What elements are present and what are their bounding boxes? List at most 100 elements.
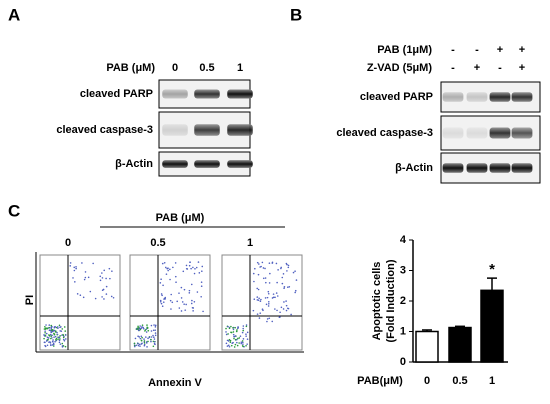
event [133,345,136,348]
event [154,332,157,334]
event [228,345,231,348]
event [169,299,172,302]
event [232,327,234,329]
header: PAB (μM) [156,212,205,224]
event [54,339,57,341]
event [279,311,281,314]
event [262,267,265,269]
event [56,331,58,334]
event [52,343,55,346]
event [75,267,77,270]
event [51,340,54,343]
row-label: cleaved PARP [80,88,153,100]
event [276,295,279,297]
event [272,296,275,299]
event [57,338,59,341]
event [48,326,51,329]
event [44,331,46,334]
event [154,334,157,337]
event [246,343,248,345]
event [137,344,140,347]
event [53,326,56,328]
event [43,335,46,337]
event [230,325,232,328]
event [287,264,290,267]
event [82,296,85,299]
event [200,295,202,298]
y-tick-label: 4 [400,234,407,246]
event [44,325,46,328]
event [145,336,147,338]
event [283,285,286,288]
event [50,324,53,327]
event [137,343,139,345]
event [280,266,283,269]
band [194,160,220,168]
event [159,300,162,303]
event [236,327,239,330]
event [101,289,104,292]
event [261,261,264,264]
event [265,281,267,284]
event [241,344,244,347]
event [294,289,297,292]
event [54,335,57,338]
event [150,330,153,332]
event [138,326,140,329]
event [133,342,136,345]
sign: + [497,44,503,56]
event [45,324,47,326]
event [174,262,177,264]
event [191,299,193,302]
event [264,277,267,279]
dose-label: 0 [65,237,71,249]
event [164,296,167,299]
event [229,339,232,342]
event [167,267,169,270]
event [281,276,284,279]
event [47,339,49,341]
event [52,345,55,347]
event [197,261,200,263]
event [181,301,184,303]
y-tick-label: 2 [400,295,406,307]
event [50,326,53,329]
event [161,262,164,265]
event [242,343,244,345]
y-tick-label: 0 [400,356,406,368]
event [193,300,196,303]
event [271,320,274,323]
event [258,297,260,300]
event [69,262,72,264]
event [180,297,183,299]
event [201,270,203,273]
event [281,282,284,285]
event [196,291,199,293]
event [109,277,111,280]
event [198,272,201,274]
band [511,127,533,139]
event [144,330,146,332]
event [50,344,52,347]
band [466,163,488,173]
event [44,327,47,330]
band [442,92,464,102]
event [44,330,46,332]
event [241,341,244,344]
event [148,336,151,339]
event [134,337,137,340]
event [282,273,285,275]
event [165,273,168,275]
event [92,262,94,265]
event [108,267,111,270]
event [160,293,163,295]
event [227,333,229,335]
event [84,276,87,279]
event [282,308,285,310]
sign: + [519,44,525,56]
event [142,326,145,329]
band [466,127,488,139]
event [73,269,76,272]
event [99,275,102,278]
